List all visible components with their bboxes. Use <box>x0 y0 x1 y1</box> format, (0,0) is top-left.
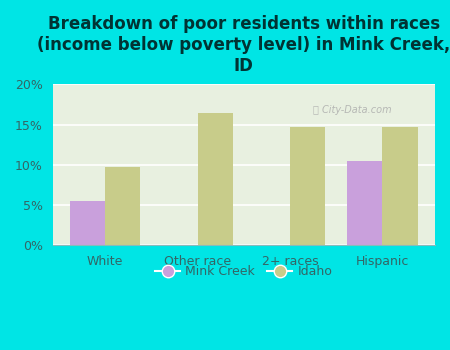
Bar <box>347 161 382 245</box>
Bar <box>382 127 418 245</box>
Legend: Mink Creek, Idaho: Mink Creek, Idaho <box>150 260 338 284</box>
Bar <box>290 127 325 245</box>
Text: ⓘ City-Data.com: ⓘ City-Data.com <box>313 105 391 115</box>
Bar <box>198 113 233 245</box>
Bar <box>70 201 105 245</box>
Bar <box>105 167 140 245</box>
Title: Breakdown of poor residents within races
(income below poverty level) in Mink Cr: Breakdown of poor residents within races… <box>37 15 450 75</box>
